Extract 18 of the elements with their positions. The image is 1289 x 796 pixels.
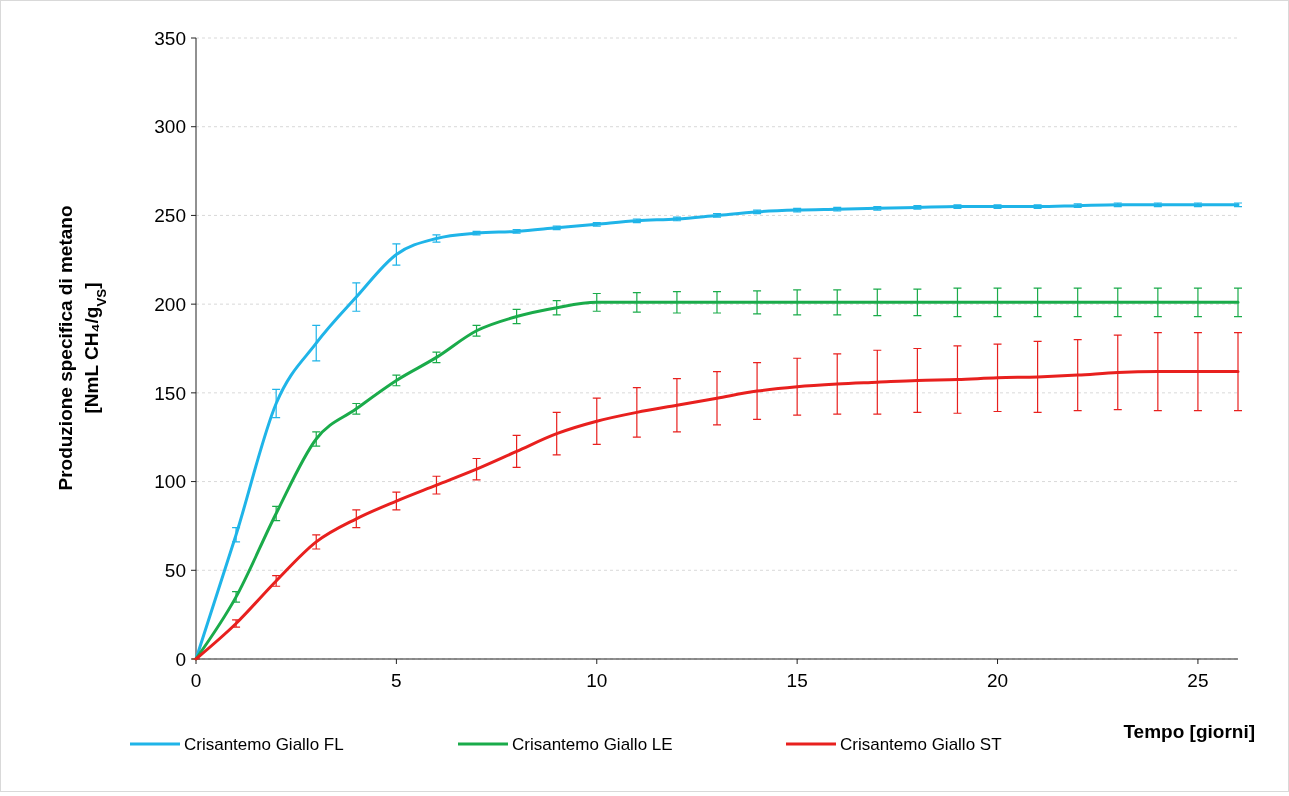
x-tick-label: 20 <box>986 670 1009 691</box>
y-tick-label: 250 <box>154 205 186 227</box>
legend-label: Crisantemo Giallo ST <box>840 734 1002 754</box>
legend-label: Crisantemo Giallo LE <box>512 734 673 754</box>
y-tick-label: 200 <box>154 293 186 315</box>
y-tick-label: 150 <box>154 382 186 404</box>
x-tick-label: 15 <box>786 670 808 691</box>
y-tick-label: 100 <box>154 471 186 493</box>
y-tick-label: 300 <box>154 116 186 138</box>
x-axis-title: Tempo [giorni] <box>1123 721 1255 742</box>
y-tick-label: 350 <box>154 27 186 49</box>
x-tick-label: 0 <box>190 670 202 691</box>
y-tick-label: 50 <box>164 559 186 581</box>
x-tick-label: 5 <box>391 670 402 691</box>
y-tick-label: 0 <box>175 648 186 670</box>
x-tick-label: 25 <box>1187 670 1209 691</box>
legend-label: Crisantemo Giallo FL <box>184 734 344 754</box>
x-tick-label: 10 <box>586 670 608 691</box>
